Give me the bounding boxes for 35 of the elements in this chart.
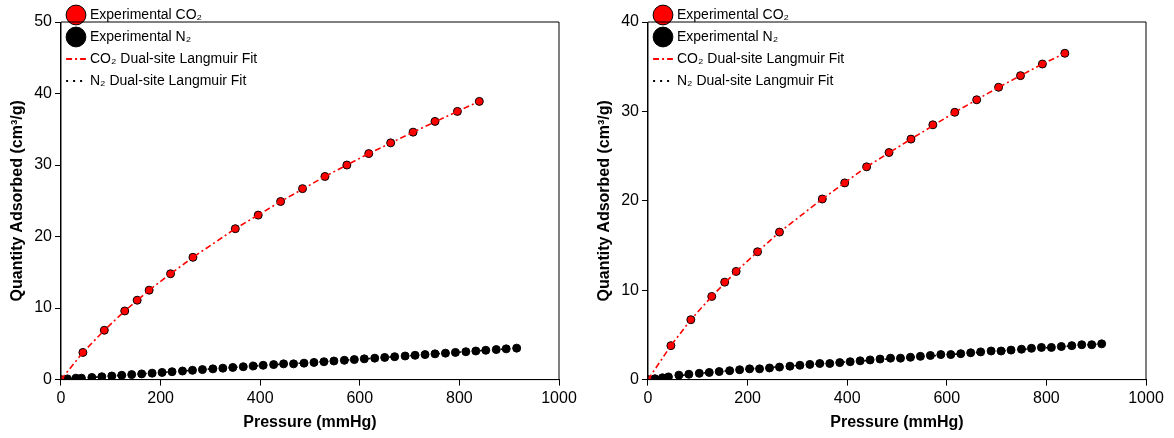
x-tick-label: 1000 — [1128, 388, 1164, 406]
y-tick-label: 20 — [621, 191, 640, 209]
y-tick-label: 30 — [34, 155, 53, 173]
legend-label: Experimental N₂ — [90, 27, 192, 44]
legend-label: Experimental CO₂ — [677, 5, 790, 22]
x-tick-label: 0 — [643, 388, 653, 406]
y-tick-label: 30 — [621, 101, 640, 119]
x-tick-label: 200 — [734, 388, 762, 406]
y-tick-label: 40 — [34, 83, 53, 101]
x-tick-label: 800 — [1033, 388, 1060, 406]
x-tick-label: 800 — [446, 388, 473, 406]
legend-label: N₂ Dual-site Langmuir Fit — [90, 71, 247, 88]
y-tick-label: 10 — [34, 298, 53, 316]
y-tick-label: 0 — [43, 370, 53, 388]
y-axis-title: Quantity Adsorbed (cm³/g) — [595, 100, 613, 302]
y-tick-label: 10 — [621, 280, 640, 298]
x-tick-label: 400 — [833, 388, 861, 406]
legend-label: CO₂ Dual-site Langmuir Fit — [677, 49, 845, 66]
y-tick-label: 50 — [34, 12, 53, 30]
y-tick-label: 0 — [630, 370, 640, 388]
x-axis-title: Pressure (mmHg) — [243, 412, 377, 430]
x-tick-label: 600 — [346, 388, 374, 406]
legend-label: Experimental N₂ — [677, 27, 779, 44]
legend-label: CO₂ Dual-site Langmuir Fit — [90, 49, 258, 66]
x-tick-label: 200 — [147, 388, 175, 406]
x-tick-label: 1000 — [541, 388, 577, 406]
x-tick-label: 600 — [933, 388, 961, 406]
y-tick-label: 20 — [34, 226, 53, 244]
x-tick-label: 400 — [246, 388, 274, 406]
legend-label: Experimental CO₂ — [90, 5, 203, 22]
x-axis-title: Pressure (mmHg) — [830, 412, 964, 430]
legend-label: N₂ Dual-site Langmuir Fit — [677, 71, 834, 88]
y-axis-title: Quantity Adsorbed (cm³/g) — [8, 100, 26, 302]
x-tick-label: 0 — [56, 388, 66, 406]
y-tick-label: 40 — [621, 12, 640, 30]
